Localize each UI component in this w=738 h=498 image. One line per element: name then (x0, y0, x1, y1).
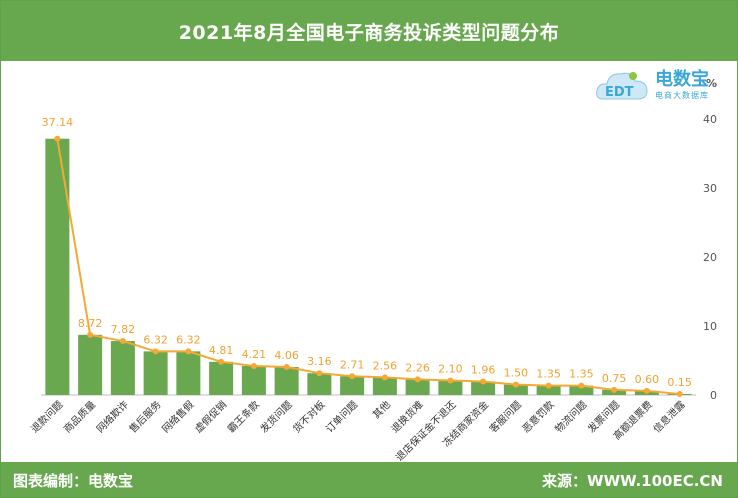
data-label: 7.82 (111, 323, 136, 336)
line-point (316, 370, 323, 377)
line-point (447, 377, 454, 384)
logo-brand: 电数宝 (655, 69, 709, 90)
data-label: 4.81 (209, 344, 234, 357)
category-label: 网络售假 (159, 398, 196, 435)
y-tick-label: 30 (703, 182, 717, 195)
y-tick-label: 10 (703, 320, 717, 333)
bar (78, 334, 103, 395)
y-tick-label: 40 (703, 113, 717, 126)
bar (110, 341, 135, 395)
category-label: 货不对板 (290, 398, 327, 435)
category-label: 发货问题 (257, 398, 294, 435)
y-tick-label: 0 (710, 389, 717, 402)
data-label: 0.15 (667, 376, 692, 389)
category-label: 商品质量 (61, 398, 98, 435)
bar (536, 385, 561, 395)
chart-header: 2021年8月全国电子商务投诉类型问题分布 (1, 1, 737, 61)
line-point (578, 382, 585, 389)
brand-logo: EDT 电数宝 电商大数据库 (593, 63, 733, 107)
data-label: 1.50 (504, 367, 529, 380)
line-point (250, 362, 257, 369)
category-label: 虚假促销 (192, 398, 229, 435)
line-point (381, 374, 388, 381)
line-point (349, 373, 356, 380)
category-label: 恶意罚款 (519, 398, 556, 435)
data-label: 6.32 (176, 333, 201, 346)
line-series (56, 138, 680, 395)
bar (274, 366, 299, 395)
logo-tagline: 电商大数据库 (655, 91, 709, 100)
bar (405, 379, 430, 395)
line-point (414, 376, 421, 383)
line-point (119, 338, 126, 345)
data-label: 3.16 (307, 355, 332, 368)
category-label: 网络欺诈 (94, 398, 131, 435)
data-label: 6.32 (143, 333, 168, 346)
y-tick-label: 20 (703, 251, 717, 264)
category-label: 订单问题 (323, 398, 360, 435)
line-point (480, 378, 487, 385)
bar (340, 376, 365, 395)
data-label: 1.96 (471, 363, 496, 376)
category-label: 其他 (370, 398, 393, 421)
line-point (87, 331, 94, 338)
footer-source: 来源：WWW.100EC.CN (542, 472, 723, 490)
cloud-logo-icon: EDT (596, 72, 648, 100)
data-label: 1.35 (536, 368, 561, 381)
data-label: 2.26 (405, 361, 430, 374)
line-point (643, 387, 650, 394)
line-point (611, 386, 618, 393)
data-label: 4.21 (242, 348, 267, 361)
bar (307, 373, 332, 395)
line-point (185, 348, 192, 355)
bar (503, 384, 528, 395)
bar (438, 380, 463, 395)
category-label: 退款问题 (28, 398, 65, 435)
bar (471, 381, 496, 395)
bar (209, 361, 234, 395)
data-label: 2.56 (373, 359, 398, 372)
data-label: 1.35 (569, 368, 594, 381)
bar (45, 138, 70, 395)
data-label: 4.06 (274, 349, 299, 362)
logo-mark: EDT (605, 85, 634, 100)
bar (372, 377, 397, 395)
footer-credit: 图表编制：电数宝 (13, 472, 134, 490)
line-point (512, 381, 519, 388)
bar (176, 351, 201, 395)
category-label: 物流问题 (552, 398, 589, 435)
data-label: 2.10 (438, 363, 463, 376)
data-label: 0.60 (635, 373, 660, 386)
line-point (283, 363, 290, 370)
category-label: 售后服务 (126, 398, 163, 435)
bar (143, 351, 168, 395)
chart-title: 2021年8月全国电子商务投诉类型问题分布 (178, 21, 560, 44)
y-unit-label: % (706, 77, 717, 90)
category-label: 客服问题 (487, 398, 524, 435)
bar-line-chart: 0 10 20 30 40% 37.14 8.72 7.82 6.32 6.32 4.81 4.21 4… (28, 77, 717, 461)
category-label: 信息泄露 (650, 398, 687, 435)
data-label: 8.72 (78, 317, 103, 330)
bar (569, 385, 594, 395)
chart-footer: 图表编制：电数宝 来源：WWW.100EC.CN (1, 462, 737, 497)
line-point (54, 135, 61, 142)
category-label: 霸王条款 (225, 398, 262, 435)
data-label: 0.75 (602, 372, 627, 385)
line-point (676, 390, 683, 397)
data-label: 2.71 (340, 358, 365, 371)
data-label: 37.14 (42, 116, 74, 129)
line-point (545, 382, 552, 389)
bar (241, 365, 266, 395)
line-point (152, 348, 159, 355)
line-point (218, 358, 225, 365)
